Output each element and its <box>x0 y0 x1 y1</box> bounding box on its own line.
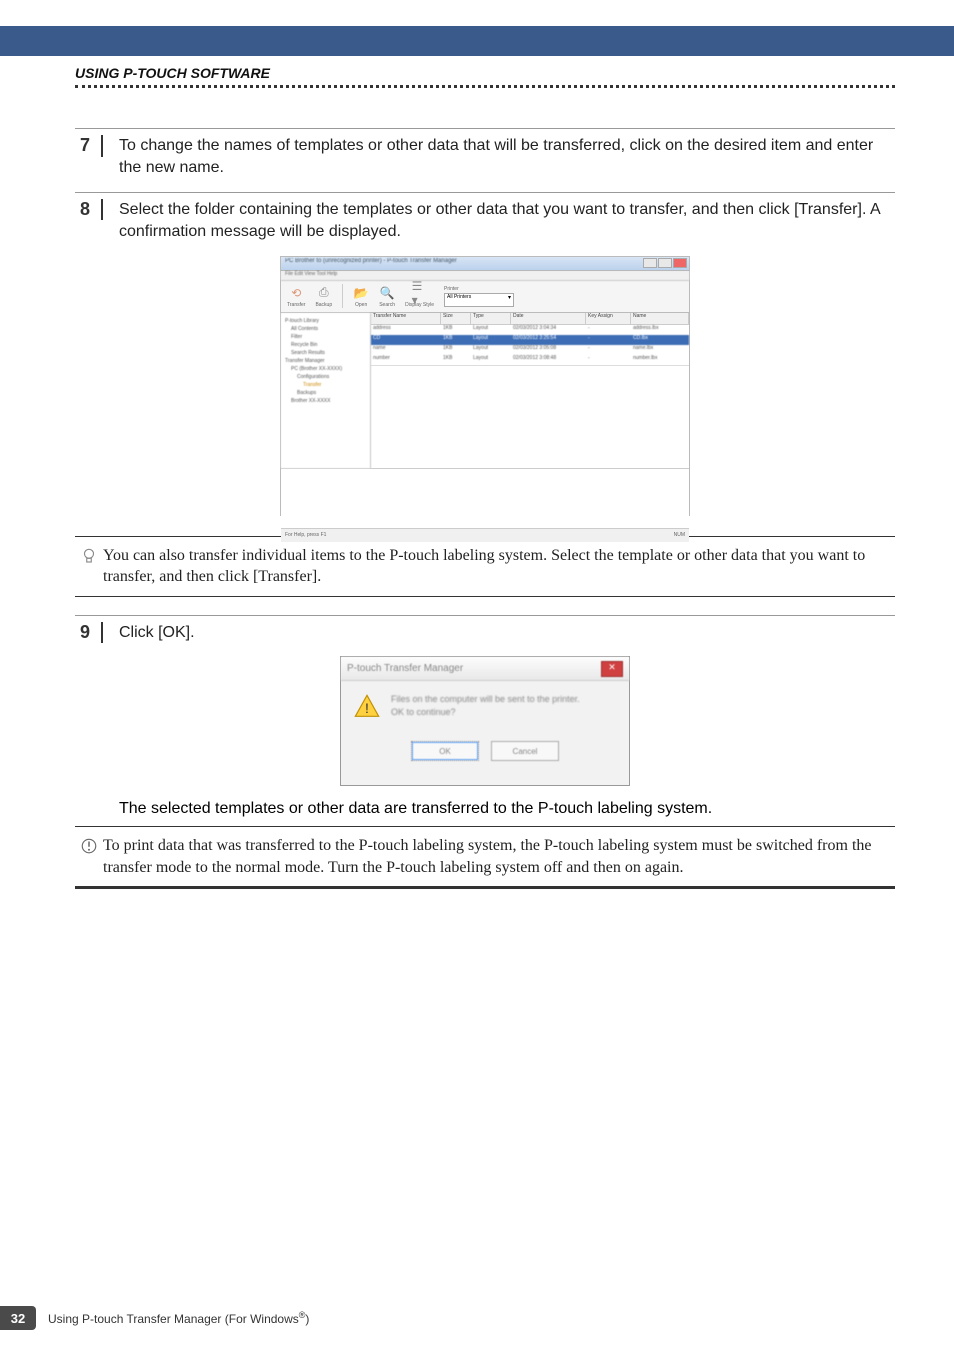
folder-tree[interactable]: P-touch Library All Contents Filter Recy… <box>281 313 371 468</box>
window-body: P-touch Library All Contents Filter Recy… <box>281 313 689 468</box>
page-number-tab: 32 <box>0 1306 36 1330</box>
list-row-selected[interactable]: CD 1KB Layout 02/03/2012 3:25:54 - CD.lb… <box>371 335 689 345</box>
caution-icon <box>75 835 103 855</box>
dialog-message: Files on the computer will be sent to th… <box>391 693 580 718</box>
search-icon: 🔍 <box>379 285 395 301</box>
ok-button[interactable]: OK <box>411 741 479 761</box>
step-7-row: 7 To change the names of templates or ot… <box>75 128 895 180</box>
dialog-titlebar: P-touch Transfer Manager ✕ <box>341 657 629 681</box>
dialog-body: ! Files on the computer will be sent to … <box>341 681 629 733</box>
window-title: PC Brother to (unrecognized printer) - P… <box>285 258 457 264</box>
toolbar-display[interactable]: ☰ ▾ Display Style <box>405 285 434 308</box>
warning-triangle-icon: ! <box>353 693 381 721</box>
warning-note: To print data that was transferred to th… <box>75 826 895 889</box>
svg-text:!: ! <box>365 700 369 716</box>
toolbar-search[interactable]: 🔍 Search <box>379 285 395 308</box>
transfer-manager-window: PC Brother to (unrecognized printer) - P… <box>280 256 690 516</box>
dialog-screenshot-container: P-touch Transfer Manager ✕ ! Files on th… <box>75 656 895 786</box>
printer-dropdown[interactable]: All Printers <box>444 293 514 307</box>
backup-icon: ⎙ <box>316 285 332 301</box>
list-row[interactable]: number 1KB Layout 02/03/2012 3:08:48 - n… <box>371 355 689 365</box>
section-heading: USING P-TOUCH SOFTWARE <box>75 65 895 81</box>
maximize-button[interactable] <box>658 258 672 268</box>
toolbar-open[interactable]: 📂 Open <box>353 285 369 308</box>
tip-text: You can also transfer individual items t… <box>103 545 895 588</box>
window-titlebar: PC Brother to (unrecognized printer) - P… <box>281 257 689 271</box>
window-toolbar: ⟲ Transfer ⎙ Backup 📂 Open 🔍 Search ☰ <box>281 281 689 313</box>
printer-label: Printer <box>444 286 514 292</box>
confirmation-dialog: P-touch Transfer Manager ✕ ! Files on th… <box>340 656 630 786</box>
top-page-bar <box>0 26 954 56</box>
open-folder-icon: 📂 <box>353 285 369 301</box>
toolbar-transfer[interactable]: ⟲ Transfer <box>287 285 305 308</box>
page-content: USING P-TOUCH SOFTWARE 7 To change the n… <box>75 65 895 907</box>
list-empty <box>371 365 689 423</box>
list-row[interactable]: name 1KB Layout 02/03/2012 3:05:08 - nam… <box>371 345 689 355</box>
window-statusbar: For Help, press F1 NUM <box>281 528 689 542</box>
toolbar-backup[interactable]: ⎙ Backup <box>315 285 332 308</box>
dialog-buttons: OK Cancel <box>341 741 629 761</box>
result-text: The selected templates or other data are… <box>119 800 895 818</box>
screenshot-1-container: PC Brother to (unrecognized printer) - P… <box>75 256 895 516</box>
close-button[interactable] <box>673 258 687 268</box>
list-row[interactable]: address 1KB Layout 02/03/2012 3:04:34 - … <box>371 325 689 335</box>
step-9-row: 9 Click [OK]. <box>75 615 895 644</box>
display-icon: ☰ ▾ <box>412 285 428 301</box>
step-8-row: 8 Select the folder containing the templ… <box>75 192 895 244</box>
step-number: 9 <box>75 622 103 644</box>
tip-note: You can also transfer individual items t… <box>75 536 895 597</box>
step-text: Select the folder containing the templat… <box>103 199 895 244</box>
dialog-close-button[interactable]: ✕ <box>601 661 623 677</box>
toolbar-divider <box>342 284 343 308</box>
cancel-button[interactable]: Cancel <box>491 741 559 761</box>
preview-pane <box>281 468 689 528</box>
footer-text: Using P-touch Transfer Manager (For Wind… <box>48 1310 309 1326</box>
step-number: 8 <box>75 199 103 221</box>
warning-text: To print data that was transferred to th… <box>103 835 895 878</box>
minimize-button[interactable] <box>643 258 657 268</box>
list-header: Transfer Name Size Type Date Key Assign … <box>371 313 689 325</box>
transfer-icon: ⟲ <box>288 285 304 301</box>
step-number: 7 <box>75 135 103 157</box>
window-control-buttons <box>643 258 687 268</box>
file-list: Transfer Name Size Type Date Key Assign … <box>371 313 689 468</box>
dotted-divider <box>75 85 895 88</box>
window-menubar[interactable]: File Edit View Tool Help <box>281 271 689 281</box>
step-text: Click [OK]. <box>103 622 895 644</box>
step-text: To change the names of templates or othe… <box>103 135 895 180</box>
lightbulb-icon <box>75 545 103 565</box>
